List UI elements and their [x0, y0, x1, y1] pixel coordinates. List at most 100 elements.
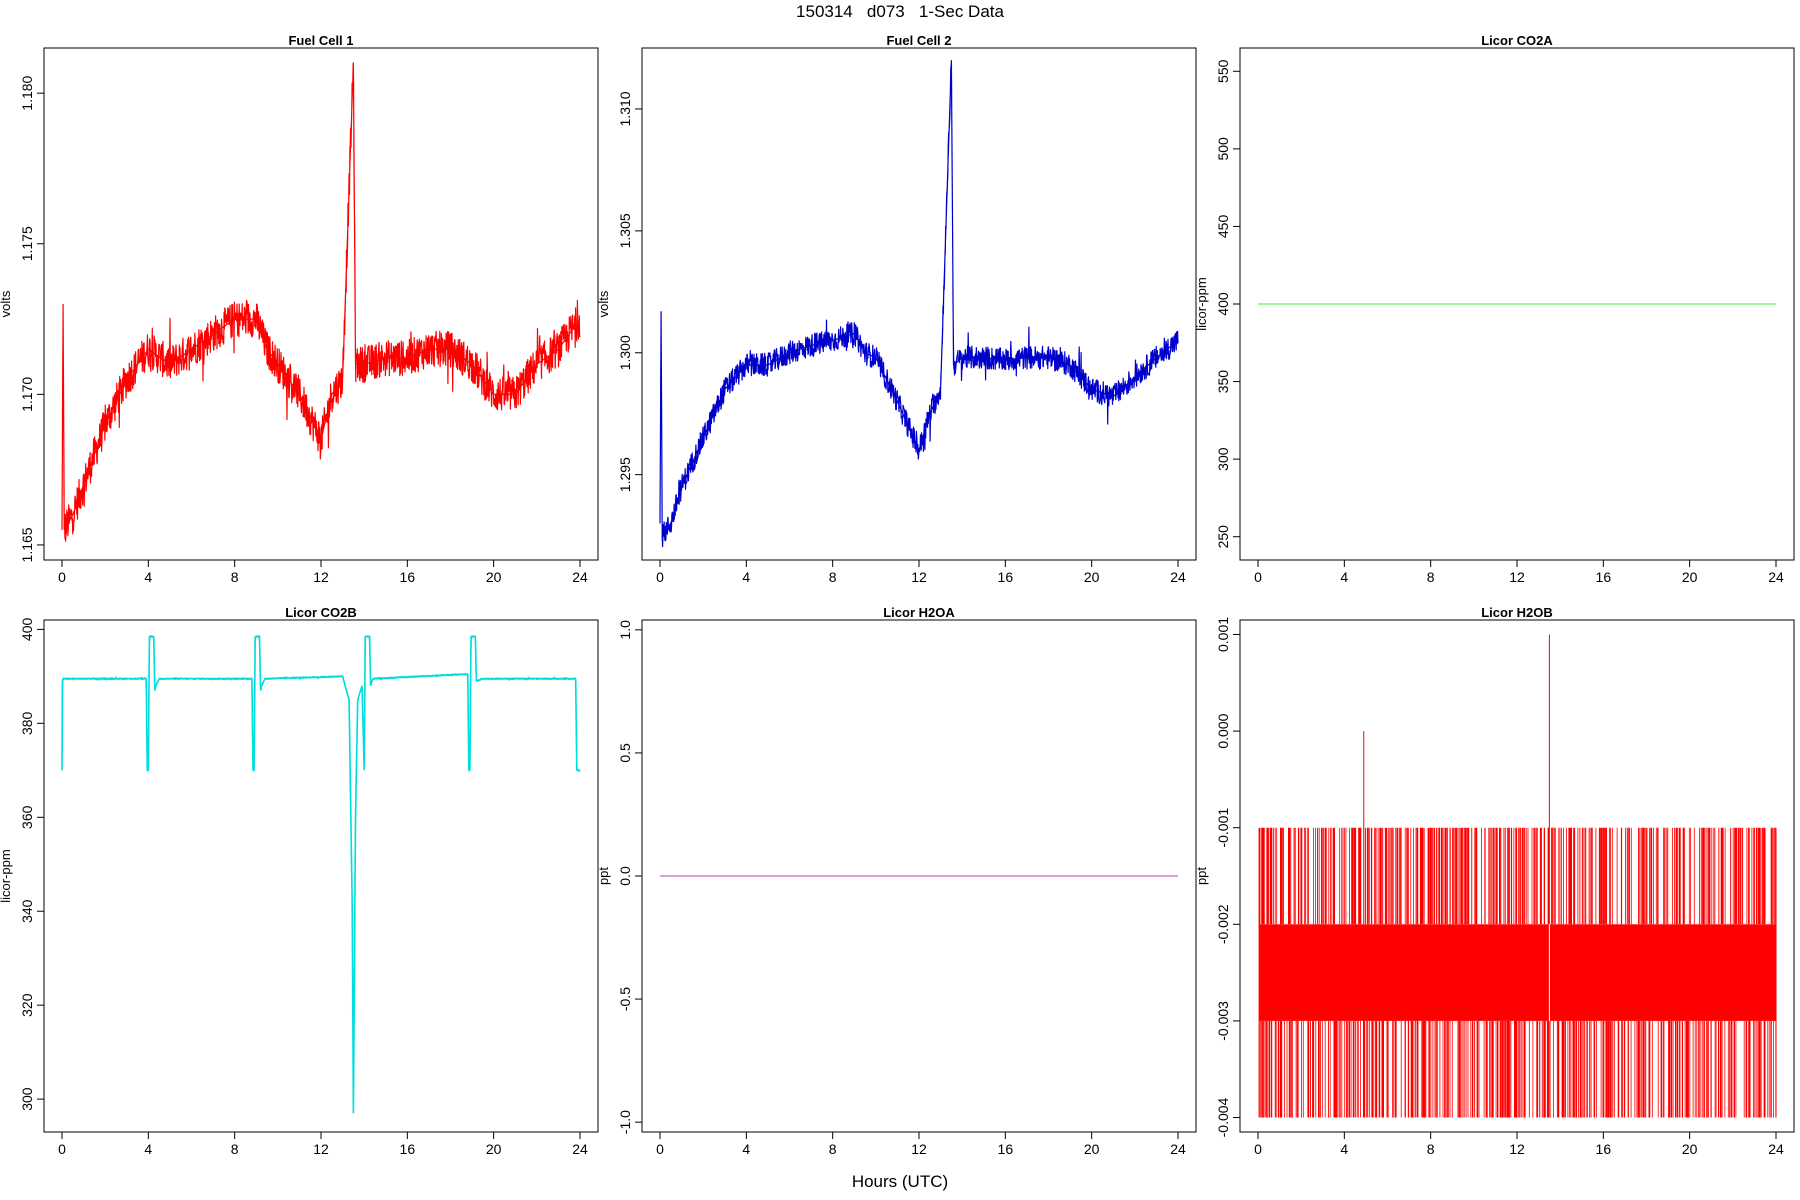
y-tick-label: 0.0: [617, 866, 633, 886]
x-tick-label: 0: [58, 569, 66, 585]
x-tick-label: 20: [1682, 569, 1698, 585]
x-tick-label: 20: [1084, 569, 1100, 585]
panel-title: Licor CO2B: [285, 605, 357, 620]
chart-panel-2: Fuel Cell 2 volts 0 4 8 12 16 20 24 1.295 1.300 1.3…: [596, 33, 1197, 585]
x-tick-label: 4: [1340, 569, 1348, 585]
x-tick-label: 0: [656, 1141, 664, 1157]
y-tick-label: 400: [19, 618, 35, 642]
x-tick-label: 24: [1768, 569, 1784, 585]
x-tick-label: 24: [1768, 1141, 1784, 1157]
x-tick-label: 8: [1427, 569, 1435, 585]
x-tick-label: 8: [829, 569, 837, 585]
chart-panel-5: Licor H2OA ppt 0 4 8 12 16 20 24 -1.0 -0.5 0.0 0.5 1.…: [596, 605, 1197, 1157]
series-line: [659, 60, 1179, 548]
y-tick-label: 1.180: [19, 75, 35, 110]
y-tick-label: 1.305: [617, 213, 633, 248]
x-tick-label: 8: [829, 1141, 837, 1157]
y-tick-label: 340: [19, 899, 35, 923]
x-tick-label: 24: [572, 1141, 588, 1157]
y-tick-label: 1.310: [617, 91, 633, 126]
x-tick-label: 8: [231, 1141, 239, 1157]
x-tick-label: 12: [911, 569, 927, 585]
y-tick-label: 0.001: [1215, 617, 1231, 652]
y-tick-label: -0.004: [1215, 1097, 1231, 1137]
x-tick-label: 16: [400, 1141, 416, 1157]
chart-panel-4: Licor CO2B licor-ppm 0 4 8 12 16 20 24 300 320 340 3…: [0, 605, 599, 1157]
y-tick-label: 400: [1215, 292, 1231, 316]
x-tick-label: 16: [1596, 1141, 1612, 1157]
y-tick-label: 550: [1215, 59, 1231, 83]
y-tick-label: -0.003: [1215, 1001, 1231, 1041]
x-tick-label: 4: [144, 569, 152, 585]
series-line: [1259, 827, 1777, 1118]
y-tick-label: 1.0: [617, 620, 633, 640]
y-tick-label: 1.300: [617, 335, 633, 370]
y-tick-label: 300: [1215, 447, 1231, 471]
y-tick-label: 500: [1215, 137, 1231, 161]
series-line: [61, 62, 581, 542]
y-tick-label: 1.165: [19, 527, 35, 562]
chart-panel-6: Licor H2OB ppt 0 4 8 12 16 20 24 -0.004 -0.003 -0.0…: [1194, 605, 1795, 1157]
chart-panel-3: Licor CO2A licor-ppm 0 4 8 12 16 20 24 250 300 350 4…: [1194, 33, 1795, 585]
x-tick-label: 16: [998, 1141, 1014, 1157]
y-tick-label: 380: [19, 711, 35, 735]
y-axis-label: volts: [0, 290, 13, 317]
x-tick-label: 8: [231, 569, 239, 585]
y-tick-label: 1.170: [19, 377, 35, 412]
x-tick-label: 12: [1509, 569, 1525, 585]
dense-band: [1259, 924, 1776, 1021]
x-tick-label: 4: [1340, 1141, 1348, 1157]
x-tick-label: 4: [144, 1141, 152, 1157]
y-tick-label: -1.0: [617, 1110, 633, 1134]
x-axis-common-label: Hours (UTC): [851, 1172, 949, 1191]
y-tick-label: -0.5: [617, 987, 633, 1011]
y-tick-label: 360: [19, 805, 35, 829]
y-tick-label: -0.002: [1215, 904, 1231, 944]
series-line: [1258, 634, 1777, 1118]
panel-title: Licor H2OA: [883, 605, 955, 620]
x-tick-label: 4: [742, 569, 750, 585]
series-line: [61, 635, 581, 1114]
panel-title: Licor H2OB: [1481, 605, 1553, 620]
y-tick-label: 350: [1215, 370, 1231, 394]
x-tick-label: 24: [572, 569, 588, 585]
x-tick-label: 0: [58, 1141, 66, 1157]
x-tick-label: 20: [486, 1141, 502, 1157]
x-tick-label: 4: [742, 1141, 750, 1157]
x-tick-label: 12: [1509, 1141, 1525, 1157]
x-tick-label: 24: [1170, 1141, 1186, 1157]
x-tick-label: 0: [1254, 1141, 1262, 1157]
chart-panel-1: Fuel Cell 1 volts 0 4 8 12 16 20 24 1.165 1.170 1.1…: [0, 33, 599, 585]
x-tick-label: 16: [998, 569, 1014, 585]
x-tick-label: 12: [313, 569, 329, 585]
x-tick-label: 0: [656, 569, 664, 585]
y-tick-label: 0.000: [1215, 713, 1231, 748]
x-tick-label: 20: [1084, 1141, 1100, 1157]
y-axis-label: ppt: [1194, 867, 1209, 885]
x-tick-label: 16: [400, 569, 416, 585]
y-tick-label: 450: [1215, 215, 1231, 239]
y-tick-label: -0.001: [1215, 808, 1231, 848]
x-tick-label: 24: [1170, 569, 1186, 585]
x-tick-label: 0: [1254, 569, 1262, 585]
plot-frame: [43, 619, 599, 1133]
panel-title: Fuel Cell 1: [288, 33, 353, 48]
y-tick-label: 1.175: [19, 226, 35, 261]
figure-title: 150314 d073 1-Sec Data: [796, 2, 1004, 21]
y-axis-label: ppt: [596, 867, 611, 885]
x-tick-label: 20: [486, 569, 502, 585]
x-tick-label: 12: [313, 1141, 329, 1157]
y-axis-label: licor-ppm: [1194, 277, 1209, 330]
x-tick-label: 12: [911, 1141, 927, 1157]
y-tick-label: 300: [19, 1087, 35, 1111]
plot-frame: [43, 47, 599, 561]
x-tick-label: 8: [1427, 1141, 1435, 1157]
y-tick-label: 0.5: [617, 743, 633, 763]
y-tick-label: 1.295: [617, 457, 633, 492]
y-axis-label: volts: [596, 290, 611, 317]
y-tick-label: 250: [1215, 525, 1231, 549]
y-axis-label: licor-ppm: [0, 849, 13, 902]
plot-frame: [641, 47, 1197, 561]
x-tick-label: 16: [1596, 569, 1612, 585]
